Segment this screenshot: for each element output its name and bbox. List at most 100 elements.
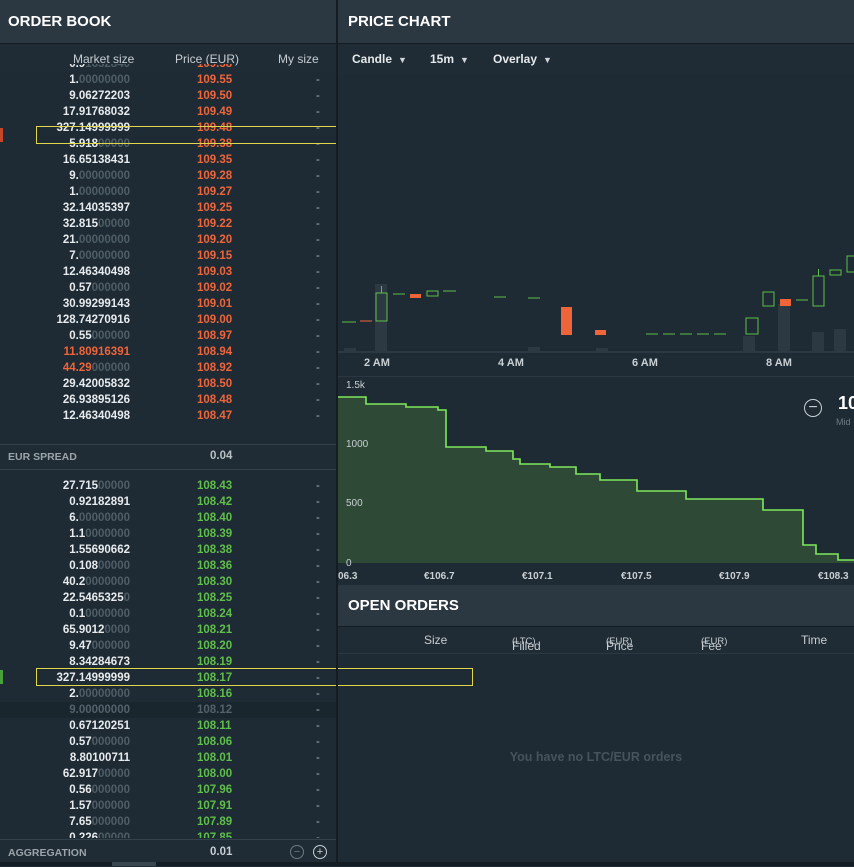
ask-row[interactable]: 0.91652840 109.58: [0, 64, 336, 72]
bid-row[interactable]: 1.10000000 108.39 -: [0, 526, 336, 542]
ask-row[interactable]: 5.91800000 109.38 -: [0, 136, 336, 152]
price-cell: 109.49: [197, 106, 233, 118]
bid-row[interactable]: 6.00000000 108.40 -: [0, 510, 336, 526]
market-size-cell: 27.71500000: [63, 480, 130, 492]
my-size-cell: -: [316, 576, 320, 588]
depth-x-tick: €107.9: [719, 571, 750, 582]
price-cell: 109.25: [197, 202, 233, 214]
zoom-out-icon[interactable]: −: [804, 399, 822, 417]
bottom-tab[interactable]: [112, 862, 156, 866]
aggregation-value: 0.01: [210, 846, 233, 858]
size-digits: 1.1: [69, 528, 86, 540]
bid-row[interactable]: 9.00000000 108.12 -: [0, 702, 336, 718]
bid-row[interactable]: 0.22600000 107.85 -: [0, 830, 336, 838]
size-digits: 27.715: [62, 480, 99, 492]
ask-row[interactable]: 12.46340498 108.47 -: [0, 408, 336, 424]
bid-row[interactable]: 0.57000000 108.06 -: [0, 734, 336, 750]
my-size-cell: -: [316, 672, 320, 684]
bid-row[interactable]: 0.67120251 108.11 -: [0, 718, 336, 734]
depth-chart[interactable]: 1.5k 1000 500 0 06.3 €106.7 €107.1 €107.…: [338, 376, 854, 585]
bid-row[interactable]: 0.10000000 108.24 -: [0, 606, 336, 622]
ask-row[interactable]: 9.00000000 109.28 -: [0, 168, 336, 184]
bid-row[interactable]: 8.34284673 108.19 -: [0, 654, 336, 670]
my-size-cell: -: [316, 832, 320, 838]
ask-row[interactable]: 9.06272203 109.50 -: [0, 88, 336, 104]
price-cell: 109.20: [197, 234, 233, 246]
market-size-cell: 9.00000000: [69, 704, 130, 716]
ask-row[interactable]: 21.00000000 109.20 -: [0, 232, 336, 248]
price-cell: 108.20: [197, 640, 233, 652]
ask-row[interactable]: 7.00000000 109.15 -: [0, 248, 336, 264]
bid-row[interactable]: 1.57000000 107.91 -: [0, 798, 336, 814]
ask-row[interactable]: 128.74270916 109.00 -: [0, 312, 336, 328]
bid-row[interactable]: 327.14999999 108.17 -: [0, 670, 336, 686]
size-trailing-zeros: 00000000: [78, 186, 130, 198]
price-cell: 108.24: [197, 608, 233, 620]
my-size-cell: -: [316, 106, 320, 118]
depth-line: [338, 396, 854, 561]
price-cell: 109.28: [197, 170, 233, 182]
size-digits: 0.108: [69, 560, 99, 572]
ask-row[interactable]: 0.55000000 108.97 -: [0, 328, 336, 344]
market-size-cell: 0.57000000: [69, 736, 130, 748]
depth-y-tick: 1000: [346, 439, 369, 450]
ask-row[interactable]: 12.46340498 109.03 -: [0, 264, 336, 280]
ask-row[interactable]: 44.29000000 108.92 -: [0, 360, 336, 376]
depth-y-tick: 500: [346, 498, 363, 509]
size-digits: 0.56: [69, 784, 92, 796]
price-cell: 109.02: [197, 282, 233, 294]
size-digits: 1.55690662: [69, 544, 130, 556]
bid-row[interactable]: 9.47000000 108.20 -: [0, 638, 336, 654]
bid-row[interactable]: 0.56000000 107.96 -: [0, 782, 336, 798]
ask-row[interactable]: 1.00000000 109.27 -: [0, 184, 336, 200]
price-cell: 108.12: [197, 704, 233, 716]
price-cell: 107.85: [197, 832, 233, 838]
size-trailing-zeros: 00000000: [78, 234, 130, 246]
size-digits: 6.: [69, 512, 79, 524]
ask-row[interactable]: 32.14035397 109.25 -: [0, 200, 336, 216]
bid-row[interactable]: 22.54653250 108.25 -: [0, 590, 336, 606]
my-size-cell: -: [316, 720, 320, 732]
bid-row[interactable]: 0.92182891 108.42 -: [0, 494, 336, 510]
bid-row[interactable]: 2.00000000 108.16 -: [0, 686, 336, 702]
bid-list: 27.71500000 108.43-0.92182891 108.42-6.000…: [0, 478, 336, 838]
price-cell: 107.91: [197, 800, 233, 812]
my-size-cell: -: [316, 202, 320, 214]
bid-row[interactable]: 65.90120000 108.21 -: [0, 622, 336, 638]
ask-row[interactable]: 29.42005832 108.50 -: [0, 376, 336, 392]
ask-row[interactable]: 32.81500000 109.22 -: [0, 216, 336, 232]
bid-row[interactable]: 8.80100711 108.01 -: [0, 750, 336, 766]
chart-type-label: Candle: [352, 52, 393, 66]
ask-row[interactable]: 26.93895126 108.48 -: [0, 392, 336, 408]
size-trailing-zeros: 00000000: [78, 170, 130, 182]
aggregation-increase-icon[interactable]: +: [313, 845, 327, 859]
ask-row[interactable]: 0.57000000 109.02 -: [0, 280, 336, 296]
overlay-dropdown[interactable]: Overlay ▼: [493, 52, 552, 66]
order-book-column-headers: Market size Price (EUR) My size: [0, 44, 336, 72]
size-digits: 8.34284673: [69, 656, 130, 668]
bid-row[interactable]: 40.20000000 108.30 -: [0, 574, 336, 590]
price-header: Price (EUR): [175, 52, 240, 66]
candle-chart[interactable]: 2 AM 4 AM 6 AM 8 AM: [338, 74, 854, 374]
bid-row[interactable]: 62.91700000 108.00 -: [0, 766, 336, 782]
ask-row[interactable]: 1.00000000 109.55 -: [0, 72, 336, 88]
overlay-label: Overlay: [493, 52, 538, 66]
bid-row[interactable]: 7.65000000 107.89 -: [0, 814, 336, 830]
chart-type-dropdown[interactable]: Candle ▼: [352, 52, 407, 66]
size-digits: 12.46340498: [62, 410, 130, 422]
interval-dropdown[interactable]: 15m ▼: [430, 52, 469, 66]
aggregation-decrease-icon[interactable]: −: [290, 845, 304, 859]
ask-row[interactable]: 11.80916391 108.94 -: [0, 344, 336, 360]
order-book-title: ORDER BOOK: [0, 0, 336, 44]
ask-row[interactable]: 16.65138431 109.35 -: [0, 152, 336, 168]
size-trailing-zeros: 0: [123, 592, 130, 604]
ask-row[interactable]: 17.91768032 109.49 -: [0, 104, 336, 120]
bid-row[interactable]: 27.71500000 108.43 -: [0, 478, 336, 494]
ask-row[interactable]: 30.99299143 109.01 -: [0, 296, 336, 312]
size-digits: 40.2: [62, 576, 86, 588]
ask-row[interactable]: 327.14999999 109.48 -: [0, 120, 336, 136]
price-cell: 108.50: [197, 378, 233, 390]
bid-row[interactable]: 0.10800000 108.36 -: [0, 558, 336, 574]
bid-row[interactable]: 1.55690662 108.38 -: [0, 542, 336, 558]
candles: [342, 255, 854, 335]
